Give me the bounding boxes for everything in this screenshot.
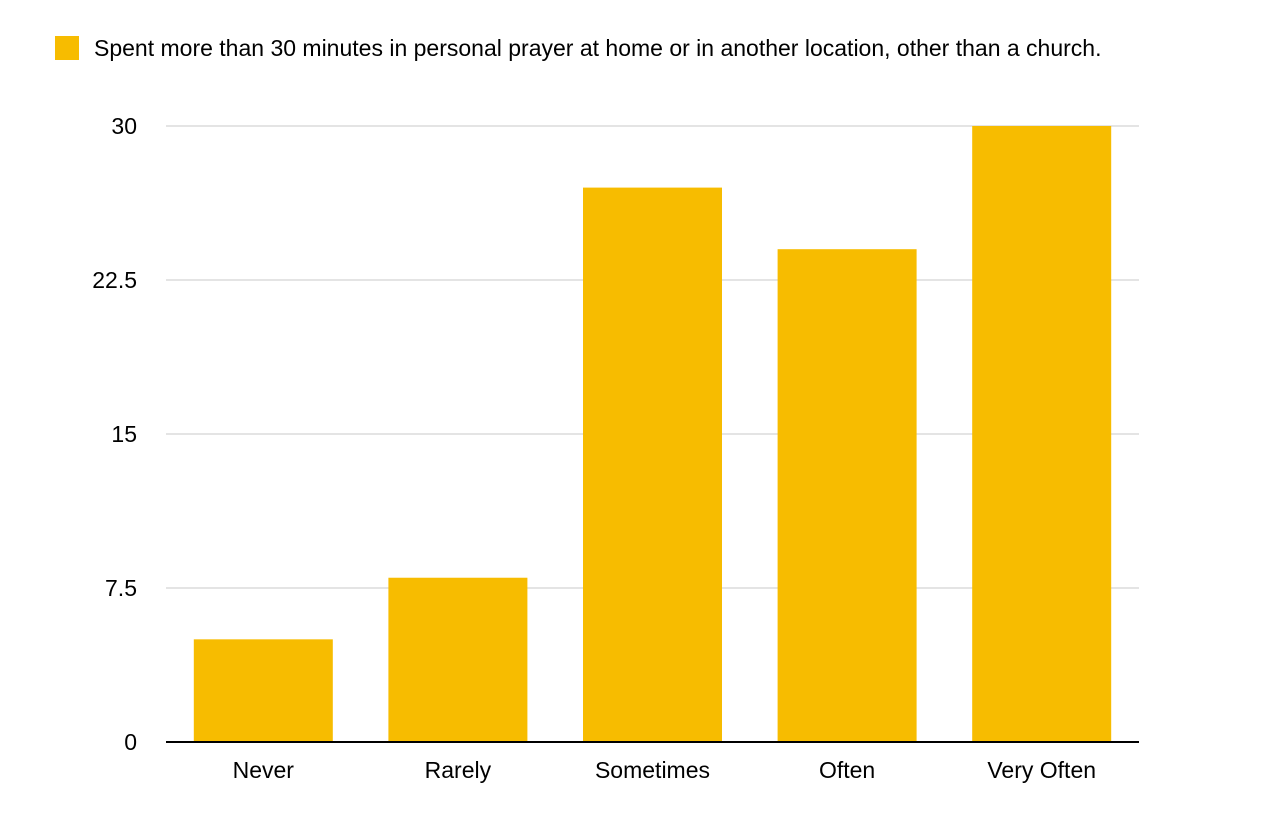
y-tick-label: 15	[111, 421, 137, 447]
y-axis-tick-labels: 0 7.5 15 22.5 30	[92, 113, 137, 755]
y-tick-label: 7.5	[105, 575, 137, 601]
bars	[193, 126, 1112, 743]
y-tick-label: 22.5	[92, 267, 137, 293]
bar-never	[193, 639, 333, 742]
bar-sometimes	[583, 187, 722, 743]
x-tick-label: Sometimes	[595, 757, 710, 783]
y-tick-label: 0	[124, 729, 137, 755]
legend: Spent more than 30 minutes in personal p…	[55, 34, 1102, 62]
bar-rarely	[388, 577, 528, 742]
x-tick-label: Never	[233, 757, 295, 783]
legend-label: Spent more than 30 minutes in personal p…	[94, 34, 1102, 61]
legend-swatch	[55, 36, 79, 60]
y-tick-label: 30	[111, 113, 137, 139]
x-tick-label: Often	[819, 757, 875, 783]
x-tick-label: Rarely	[425, 757, 492, 783]
bar-very-often	[972, 126, 1112, 742]
bar-often	[777, 249, 917, 742]
x-tick-label: Very Often	[987, 757, 1096, 783]
x-axis-tick-labels: Never Rarely Sometimes Often Very Often	[233, 757, 1096, 783]
